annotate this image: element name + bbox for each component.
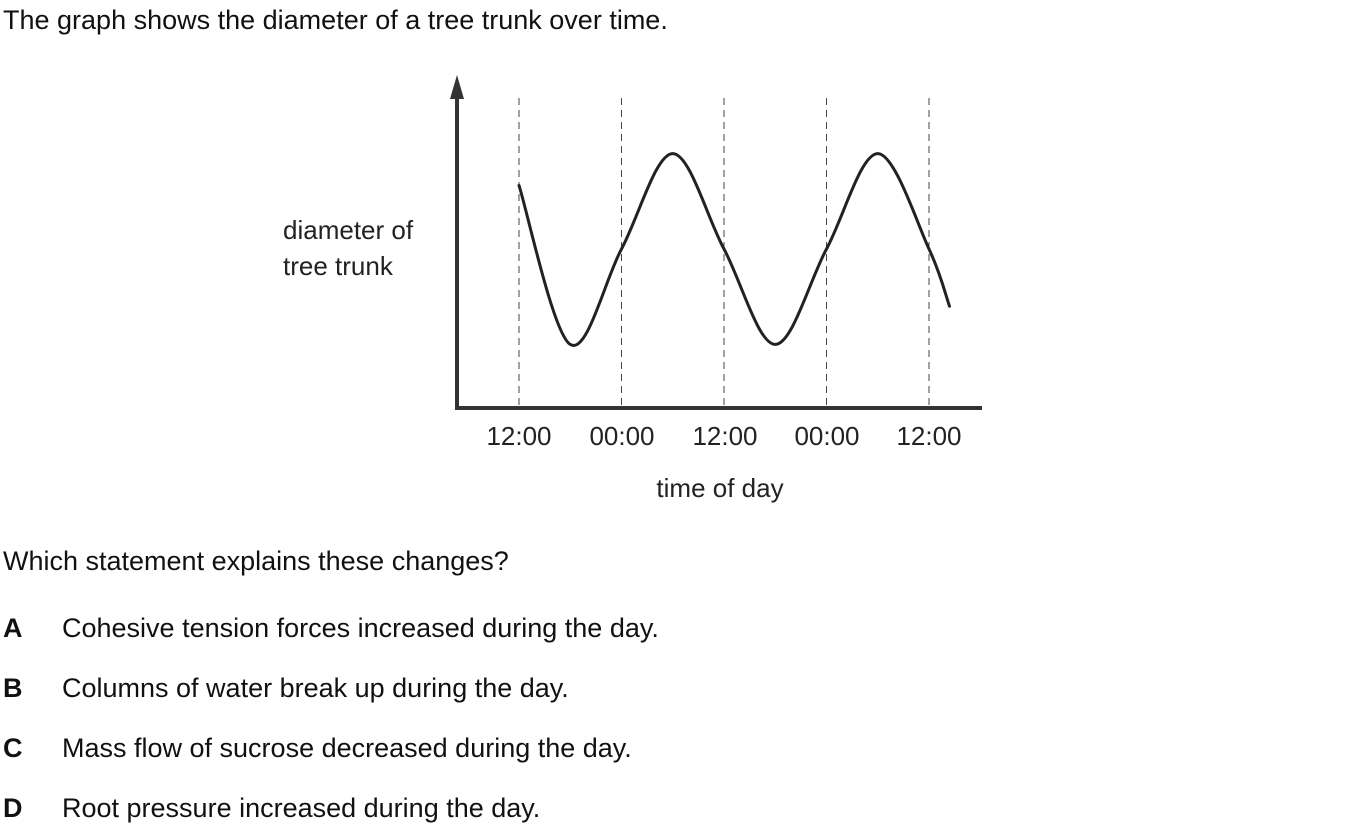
x-tick-label: 12:00 (896, 421, 961, 451)
diameter-curve (517, 152, 951, 347)
x-axis-label: time of day (656, 473, 783, 503)
gridlines (518, 98, 930, 405)
x-tick-labels: 12:00 00:00 12:00 00:00 12:00 (486, 421, 961, 451)
y-axis-arrowhead (450, 75, 464, 99)
tree-trunk-diameter-graph: 12:00 00:00 12:00 00:00 12:00 time of da… (283, 75, 982, 503)
x-tick-label: 00:00 (589, 421, 654, 451)
y-axis-label-line: diameter of (283, 215, 414, 245)
option-text: Mass flow of sucrose decreased during th… (62, 733, 632, 763)
option-text: Root pressure increased during the day. (62, 793, 541, 823)
x-tick-label: 00:00 (794, 421, 859, 451)
question-text: Which statement explains these changes? (3, 546, 509, 576)
option-letter: B (3, 673, 23, 703)
intro-text: The graph shows the diameter of a tree t… (3, 5, 668, 35)
option-letter: C (3, 733, 23, 763)
y-axis-label: diameter of tree trunk (283, 215, 414, 281)
x-tick-label: 12:00 (692, 421, 757, 451)
x-tick-label: 12:00 (486, 421, 551, 451)
option-letter: D (3, 793, 23, 823)
option-text: Cohesive tension forces increased during… (62, 613, 659, 643)
y-axis-label-line: tree trunk (283, 251, 394, 281)
option-text: Columns of water break up during the day… (62, 673, 569, 703)
option-letter: A (3, 613, 23, 643)
axes (450, 75, 982, 410)
